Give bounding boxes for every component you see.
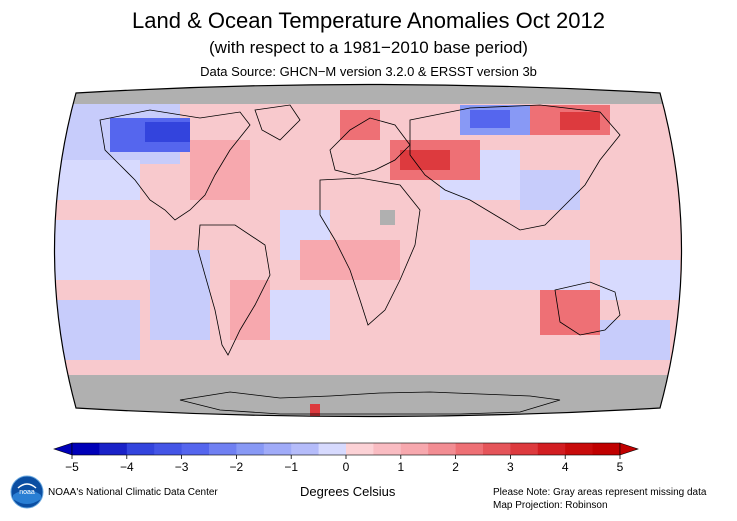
coastlines <box>99 104 621 415</box>
organization-label: NOAA's National Climatic Data Center <box>48 487 218 498</box>
colorbar-cell <box>181 443 210 455</box>
colorbar-cell <box>263 443 292 455</box>
anomaly-region <box>230 280 270 340</box>
colorbar-tick-label: 0 <box>343 460 350 474</box>
colorbar-tick-label: 2 <box>452 460 459 474</box>
colorbar-tick-label: 1 <box>397 460 404 474</box>
anomaly-region <box>470 240 590 290</box>
colorbar-cell <box>565 443 594 455</box>
colorbar-cell <box>346 443 374 455</box>
antarctica-outline <box>179 391 561 415</box>
colorbar-tick-label: −1 <box>284 460 298 474</box>
noaa-logo: noaa <box>10 475 44 509</box>
colorbar-cell <box>236 443 265 455</box>
anomaly-region <box>600 320 670 360</box>
asia-outline <box>409 104 621 231</box>
colorbar-cell <box>154 443 183 455</box>
colorbar-cell <box>428 443 457 455</box>
colorbar-tick-label: −4 <box>120 460 134 474</box>
missing-data-africa <box>380 210 395 225</box>
anomaly-region <box>340 110 380 140</box>
colorbar-cell <box>99 443 128 455</box>
anomaly-region <box>520 170 580 210</box>
colorbar-cell <box>373 443 402 455</box>
anomaly-region <box>54 160 140 200</box>
colorbar-tick-label: −2 <box>230 460 244 474</box>
colorbar-tick-label: 4 <box>562 460 569 474</box>
anomaly-region <box>145 122 190 142</box>
missing-data-north <box>54 84 682 104</box>
missing-data-south <box>54 375 682 417</box>
colorbar-tick-label: 3 <box>507 460 514 474</box>
anomaly-region <box>540 290 600 335</box>
africa-outline <box>319 177 421 326</box>
colorbar-tick-label: 5 <box>617 460 624 474</box>
colorbar-cell <box>592 443 621 455</box>
anomaly-region <box>600 260 680 300</box>
colorbar-cell <box>72 443 100 455</box>
europe-outline <box>329 117 411 176</box>
colorbar-unit-label: Degrees Celsius <box>300 484 396 499</box>
colorbar-tick-label: −5 <box>65 460 79 474</box>
anomaly-region <box>310 404 320 416</box>
colorbar-arrow-high <box>619 442 639 456</box>
colorbar-tick-label: −3 <box>175 460 189 474</box>
colorbar-cell <box>510 443 539 455</box>
projection-note: Map Projection: Robinson <box>493 500 608 511</box>
colorbar-cell <box>537 443 566 455</box>
anomaly-region <box>400 150 450 170</box>
missing-data-note: Please Note: Gray areas represent missin… <box>493 487 707 498</box>
anomaly-region <box>190 140 250 200</box>
colorbar-cell <box>291 443 320 455</box>
colorbar-cell <box>126 443 155 455</box>
map-subtitle: (with respect to a 1981−2010 base period… <box>209 38 528 57</box>
globe-outline <box>53 83 683 418</box>
anomaly-region <box>470 110 510 128</box>
colorbar-cell <box>318 443 347 455</box>
anomaly-region <box>54 300 140 360</box>
anomaly-region <box>560 112 600 130</box>
colorbar-cell <box>209 443 237 455</box>
logo-text: noaa <box>19 489 35 496</box>
data-source: Data Source: GHCN−M version 3.2.0 & ERSS… <box>200 64 537 79</box>
colorbar-cell <box>400 443 429 455</box>
colorbar-cell <box>483 443 511 455</box>
anomaly-region <box>150 250 210 340</box>
anomaly-region <box>270 290 330 340</box>
greenland-outline <box>254 104 301 141</box>
south-america-outline <box>197 224 271 356</box>
anomaly-region <box>300 240 400 280</box>
australia-outline <box>554 281 621 336</box>
map-title: Land & Ocean Temperature Anomalies Oct 2… <box>132 8 605 33</box>
anomaly-region <box>54 220 150 280</box>
colorbar-arrow-low <box>53 442 73 456</box>
north-america-outline <box>99 109 251 221</box>
colorbar-cell <box>455 443 484 455</box>
